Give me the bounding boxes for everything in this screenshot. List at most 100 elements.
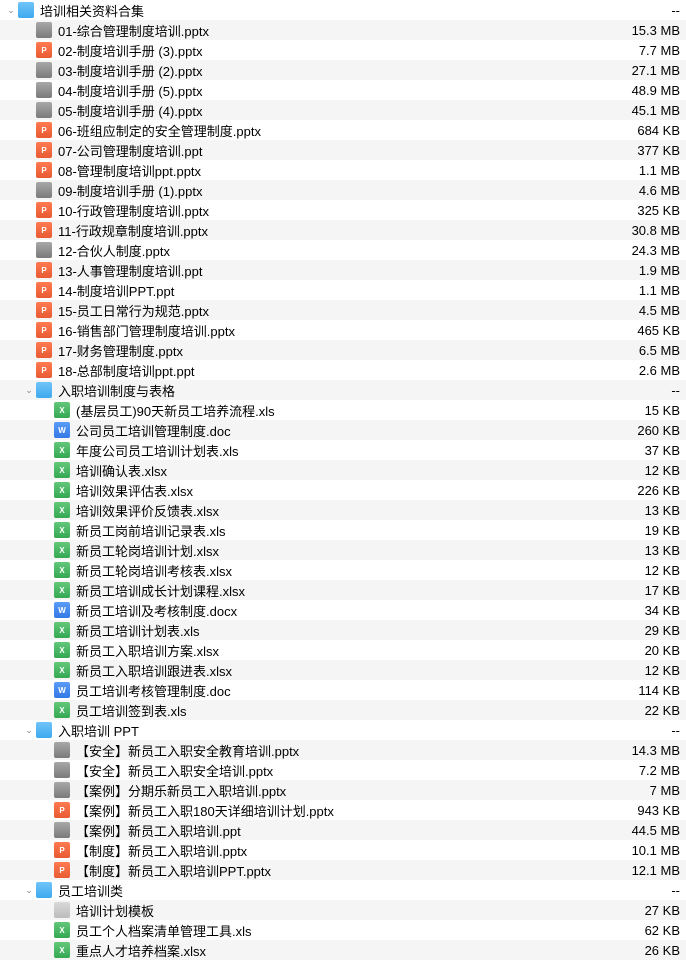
item-size: 17 KB [600, 583, 680, 598]
item-name: 06-班组应制定的安全管理制度.pptx [58, 121, 600, 140]
item-size: 24.3 MB [600, 243, 680, 258]
item-size: 325 KB [600, 203, 680, 218]
item-name: 09-制度培训手册 (1).pptx [58, 181, 600, 200]
file-row[interactable]: P16-销售部门管理制度培训.pptx465 KB [0, 320, 686, 340]
file-row[interactable]: P13-人事管理制度培训.ppt1.9 MB [0, 260, 686, 280]
file-row[interactable]: 05-制度培训手册 (4).pptx45.1 MB [0, 100, 686, 120]
file-row[interactable]: 【案例】分期乐新员工入职培训.pptx7 MB [0, 780, 686, 800]
item-size: -- [600, 723, 680, 738]
file-row[interactable]: W新员工培训及考核制度.docx34 KB [0, 600, 686, 620]
file-row[interactable]: P10-行政管理制度培训.pptx325 KB [0, 200, 686, 220]
item-name: 培训相关资料合集 [40, 1, 600, 20]
item-size: 226 KB [600, 483, 680, 498]
item-name: 【案例】新员工入职180天详细培训计划.pptx [76, 801, 600, 820]
folder-row[interactable]: ⌄ 入职培训 PPT-- [0, 720, 686, 740]
ppt-icon: P [36, 342, 52, 358]
file-row[interactable]: W员工培训考核管理制度.doc114 KB [0, 680, 686, 700]
file-row[interactable]: 【安全】新员工入职安全培训.pptx7.2 MB [0, 760, 686, 780]
item-size: 943 KB [600, 803, 680, 818]
file-row[interactable]: X年度公司员工培训计划表.xls37 KB [0, 440, 686, 460]
xls-icon: X [54, 482, 70, 498]
file-row[interactable]: 01-综合管理制度培训.pptx15.3 MB [0, 20, 686, 40]
folder-icon [18, 2, 34, 18]
item-size: 1.9 MB [600, 263, 680, 278]
file-row[interactable]: P【制度】新员工入职培训PPT.pptx12.1 MB [0, 860, 686, 880]
file-row[interactable]: P06-班组应制定的安全管理制度.pptx684 KB [0, 120, 686, 140]
img-icon [36, 62, 52, 78]
disclosure-arrow[interactable]: ⌄ [24, 385, 34, 396]
file-row[interactable]: P14-制度培训PPT.ppt1.1 MB [0, 280, 686, 300]
folder-row[interactable]: ⌄培训相关资料合集-- [0, 0, 686, 20]
file-row[interactable]: P【制度】新员工入职培训.pptx10.1 MB [0, 840, 686, 860]
file-row[interactable]: X员工培训签到表.xls22 KB [0, 700, 686, 720]
file-row[interactable]: X(基层员工)90天新员工培养流程.xls15 KB [0, 400, 686, 420]
item-name: 04-制度培训手册 (5).pptx [58, 81, 600, 100]
folder-icon [36, 722, 52, 738]
ppt-icon: P [54, 802, 70, 818]
file-row[interactable]: X新员工培训成长计划课程.xlsx17 KB [0, 580, 686, 600]
item-size: 12 KB [600, 663, 680, 678]
file-row[interactable]: 04-制度培训手册 (5).pptx48.9 MB [0, 80, 686, 100]
xls-icon: X [54, 542, 70, 558]
item-name: 入职培训 PPT [58, 721, 600, 740]
file-row[interactable]: P11-行政规章制度培训.pptx30.8 MB [0, 220, 686, 240]
item-name: 18-总部制度培训ppt.ppt [58, 361, 600, 380]
folder-row[interactable]: ⌄员工培训类-- [0, 880, 686, 900]
file-row[interactable]: P15-员工日常行为规范.pptx4.5 MB [0, 300, 686, 320]
file-row[interactable]: X新员工轮岗培训计划.xlsx13 KB [0, 540, 686, 560]
file-row[interactable]: P18-总部制度培训ppt.ppt2.6 MB [0, 360, 686, 380]
file-row[interactable]: X新员工轮岗培训考核表.xlsx12 KB [0, 560, 686, 580]
item-size: 6.5 MB [600, 343, 680, 358]
item-name: 12-合伙人制度.pptx [58, 241, 600, 260]
file-row[interactable]: X培训效果评价反馈表.xlsx13 KB [0, 500, 686, 520]
file-row[interactable]: 【案例】新员工入职培训.ppt44.5 MB [0, 820, 686, 840]
item-size: 26 KB [600, 943, 680, 958]
file-row[interactable]: P02-制度培训手册 (3).pptx7.7 MB [0, 40, 686, 60]
file-row[interactable]: 【安全】新员工入职安全教育培训.pptx14.3 MB [0, 740, 686, 760]
file-row[interactable]: P17-财务管理制度.pptx6.5 MB [0, 340, 686, 360]
file-row[interactable]: X新员工培训计划表.xls29 KB [0, 620, 686, 640]
disclosure-arrow[interactable]: ⌄ [24, 885, 34, 896]
item-name: 新员工轮岗培训考核表.xlsx [76, 561, 600, 580]
file-row[interactable]: X重点人才培养档案.xlsx26 KB [0, 940, 686, 960]
item-size: 1.1 MB [600, 163, 680, 178]
img-icon [54, 762, 70, 778]
disclosure-arrow[interactable]: ⌄ [6, 5, 16, 16]
item-size: 45.1 MB [600, 103, 680, 118]
folder-row[interactable]: ⌄入职培训制度与表格-- [0, 380, 686, 400]
img-icon [54, 822, 70, 838]
xls-icon: X [54, 662, 70, 678]
xls-icon: X [54, 622, 70, 638]
xls-icon: X [54, 702, 70, 718]
img-icon [36, 242, 52, 258]
item-size: 29 KB [600, 623, 680, 638]
file-row[interactable]: 03-制度培训手册 (2).pptx27.1 MB [0, 60, 686, 80]
item-size: 37 KB [600, 443, 680, 458]
file-row[interactable]: P 【案例】新员工入职180天详细培训计划.pptx943 KB [0, 800, 686, 820]
ppt-icon: P [36, 222, 52, 238]
file-row[interactable]: X 新员工入职培训跟进表.xlsx12 KB [0, 660, 686, 680]
xls-icon: X [54, 922, 70, 938]
item-size: 62 KB [600, 923, 680, 938]
file-row[interactable]: 培训计划模板27 KB [0, 900, 686, 920]
file-row[interactable]: X培训效果评估表.xlsx226 KB [0, 480, 686, 500]
file-row[interactable]: P07-公司管理制度培训.ppt377 KB [0, 140, 686, 160]
file-row[interactable]: X员工个人档案清单管理工具.xls62 KB [0, 920, 686, 940]
file-row[interactable]: P08-管理制度培训ppt.pptx1.1 MB [0, 160, 686, 180]
file-row[interactable]: X培训确认表.xlsx12 KB [0, 460, 686, 480]
item-name: 新员工入职培训跟进表.xlsx [76, 661, 600, 680]
xls-icon: X [54, 502, 70, 518]
item-size: 12 KB [600, 563, 680, 578]
ppt-icon: P [36, 202, 52, 218]
ppt-icon: P [36, 142, 52, 158]
item-size: 48.9 MB [600, 83, 680, 98]
file-row[interactable]: 09-制度培训手册 (1).pptx4.6 MB [0, 180, 686, 200]
item-size: 2.6 MB [600, 363, 680, 378]
item-name: 员工培训类 [58, 881, 600, 900]
item-name: 【案例】分期乐新员工入职培训.pptx [76, 781, 600, 800]
file-row[interactable]: 12-合伙人制度.pptx24.3 MB [0, 240, 686, 260]
file-row[interactable]: X新员工入职培训方案.xlsx20 KB [0, 640, 686, 660]
disclosure-arrow[interactable]: ⌄ [24, 725, 34, 736]
file-row[interactable]: W公司员工培训管理制度.doc260 KB [0, 420, 686, 440]
file-row[interactable]: X新员工岗前培训记录表.xls19 KB [0, 520, 686, 540]
